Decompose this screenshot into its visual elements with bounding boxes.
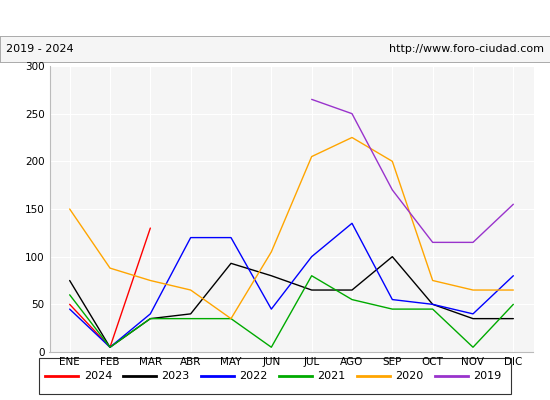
Text: 2019: 2019 [473, 371, 502, 381]
Text: 2021: 2021 [317, 371, 345, 381]
Text: 2023: 2023 [162, 371, 190, 381]
Text: 2022: 2022 [239, 371, 268, 381]
Text: 2020: 2020 [395, 371, 424, 381]
Text: Evolucion Nº Turistas Nacionales en el municipio de Berrueces: Evolucion Nº Turistas Nacionales en el m… [67, 12, 483, 24]
Text: http://www.foro-ciudad.com: http://www.foro-ciudad.com [389, 44, 544, 54]
Text: 2024: 2024 [84, 371, 112, 381]
Text: 2019 - 2024: 2019 - 2024 [6, 44, 73, 54]
